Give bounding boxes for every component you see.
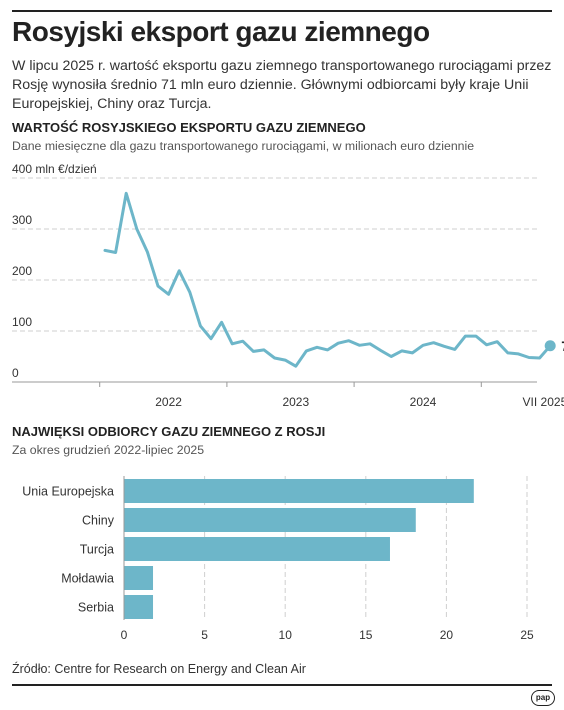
- bar: [124, 595, 154, 619]
- category-label: Unia Europejska: [22, 485, 114, 499]
- category-label: Turcja: [80, 543, 114, 557]
- category-label: Serbia: [78, 601, 114, 615]
- x-tick-label: 10: [279, 628, 293, 642]
- bar: [124, 566, 154, 590]
- x-tick-label: 15: [359, 628, 373, 642]
- bar: [124, 479, 474, 503]
- x-tick-label: 2024: [410, 395, 437, 409]
- x-tick-label: 2022: [155, 395, 182, 409]
- line-chart: 0 100 200 300 400 mln €/dzień 2022 2023 2024 VII…: [12, 162, 564, 409]
- x-tick-label: 2023: [282, 395, 309, 409]
- bar-chart-title: NAJWIĘKSI ODBIORCY GAZU ZIEMNEGO Z ROSJI: [12, 424, 326, 439]
- line-chart-subtitle: Dane miesięczne dla gazu transportowaneg…: [12, 139, 475, 153]
- top-rule: [12, 10, 552, 12]
- series-line: [103, 191, 552, 368]
- y-tick-label: 100: [12, 315, 32, 329]
- end-value-label: 71: [561, 338, 564, 354]
- category-label: Chiny: [82, 514, 115, 528]
- category-label: Mołdawia: [61, 572, 114, 586]
- bottom-rule: [12, 684, 552, 686]
- page-title: Rosyjski eksport gazu ziemnego: [12, 16, 430, 47]
- bar-chart: 0 5 10 15 20 25 Unia Europejska Chiny Turcja Mołd…: [22, 476, 534, 642]
- x-tick-label: 5: [201, 628, 208, 642]
- bar-chart-subtitle: Za okres grudzień 2022-lipiec 2025: [12, 443, 205, 457]
- x-tick-label: 0: [121, 628, 128, 642]
- x-tick-label: 25: [520, 628, 534, 642]
- y-tick-label: 200: [12, 264, 32, 278]
- pap-logo: pap: [531, 690, 555, 706]
- end-point: [544, 340, 556, 352]
- line-chart-title: WARTOŚĆ ROSYJSKIEGO EKSPORTU GAZU ZIEMNE…: [12, 120, 366, 135]
- y-tick-label: 300: [12, 213, 32, 227]
- y-tick-label: 400 mln €/dzień: [12, 162, 97, 176]
- y-tick-label: 0: [12, 366, 19, 380]
- lead-text: W lipcu 2025 r. wartość eksportu gazu zi…: [12, 58, 552, 112]
- x-tick-label: 20: [440, 628, 454, 642]
- bar: [124, 537, 390, 561]
- source-note: Źródło: Centre for Research on Energy an…: [12, 662, 306, 676]
- x-tick-label: VII 2025: [523, 395, 564, 409]
- bar: [124, 508, 416, 532]
